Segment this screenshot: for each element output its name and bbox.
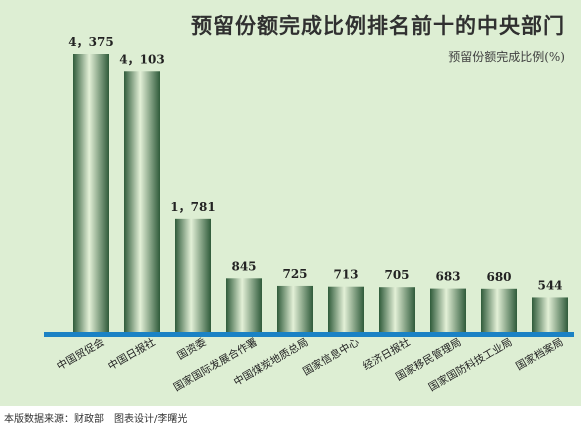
category-label-4: 国家国际发展合作署 — [171, 335, 259, 394]
bar-10 — [532, 297, 568, 332]
bar-7 — [379, 287, 415, 332]
value-label-3: 1，781 — [170, 200, 215, 214]
category-label-6: 国家信息中心 — [300, 335, 361, 378]
source-note: 本版数据来源：财政部 图表设计/李曙光 — [4, 414, 188, 425]
value-label-2: 4，103 — [119, 52, 164, 66]
bars-layer: 4，375 中国贸促会 4，103 中国日报社 1，781 国资委 845 国家国际发展合作署… — [55, 35, 568, 394]
value-label-8: 683 — [435, 270, 460, 284]
bar-3 — [175, 218, 211, 332]
value-label-1: 4，375 — [68, 35, 113, 49]
category-label-10: 国家档案局 — [514, 335, 566, 373]
bar-1 — [73, 54, 109, 332]
x-axis-line — [44, 332, 574, 337]
value-label-9: 680 — [486, 270, 511, 284]
bar-6 — [328, 286, 364, 332]
category-label-9: 国家国防科技工业局 — [426, 335, 514, 394]
category-label-2: 中国日报社 — [106, 335, 158, 373]
value-label-4: 845 — [231, 259, 256, 273]
chart-title: 预留份额完成比例排名前十的中央部门 — [191, 13, 565, 38]
bar-9 — [481, 288, 517, 332]
value-label-7: 705 — [384, 268, 409, 282]
chart-panel: 4，375 中国贸促会 4，103 中国日报社 1，781 国资委 845 国家国际发展合作署… — [0, 0, 581, 406]
value-label-10: 544 — [537, 278, 562, 292]
category-label-3: 国资委 — [175, 335, 209, 362]
bar-5 — [277, 285, 313, 332]
bar-4 — [226, 278, 262, 332]
value-label-5: 725 — [282, 267, 307, 281]
value-label-6: 713 — [333, 268, 358, 282]
bar-8 — [430, 288, 466, 332]
bar-chart: 4，375 中国贸促会 4，103 中国日报社 1，781 国资委 845 国家国际发展合作署… — [44, 35, 574, 394]
bar-2 — [124, 71, 160, 332]
y-axis-label: 预留份额完成比例(%) — [448, 50, 565, 64]
category-label-1: 中国贸促会 — [55, 335, 107, 373]
